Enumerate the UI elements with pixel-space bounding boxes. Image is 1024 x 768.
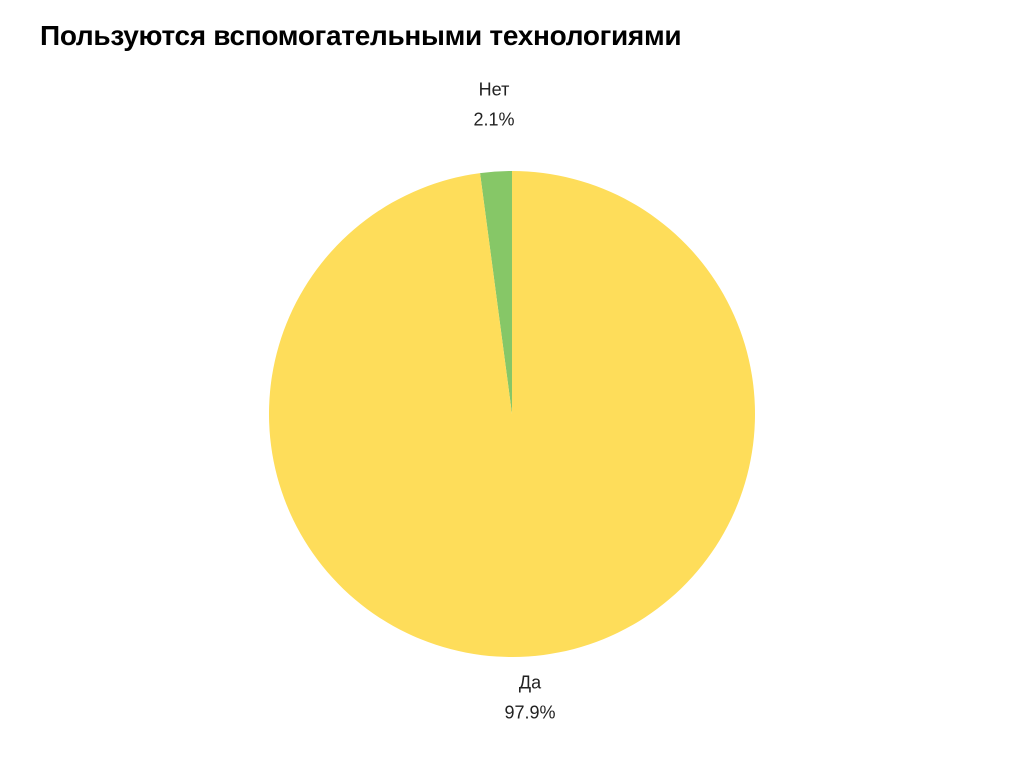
pie-slice-1 bbox=[268, 171, 755, 658]
pie-slice-0 bbox=[480, 171, 512, 414]
pie-slice-label-1: Да 97.9% bbox=[504, 672, 555, 722]
pie-labels: Нет 2.1% Да 97.9% bbox=[473, 80, 555, 723]
pie-slice-label-0: Нет 2.1% bbox=[473, 80, 514, 130]
chart-title: Пользуются вспомогательными технологиями bbox=[40, 20, 682, 51]
pie-slices bbox=[268, 171, 755, 658]
